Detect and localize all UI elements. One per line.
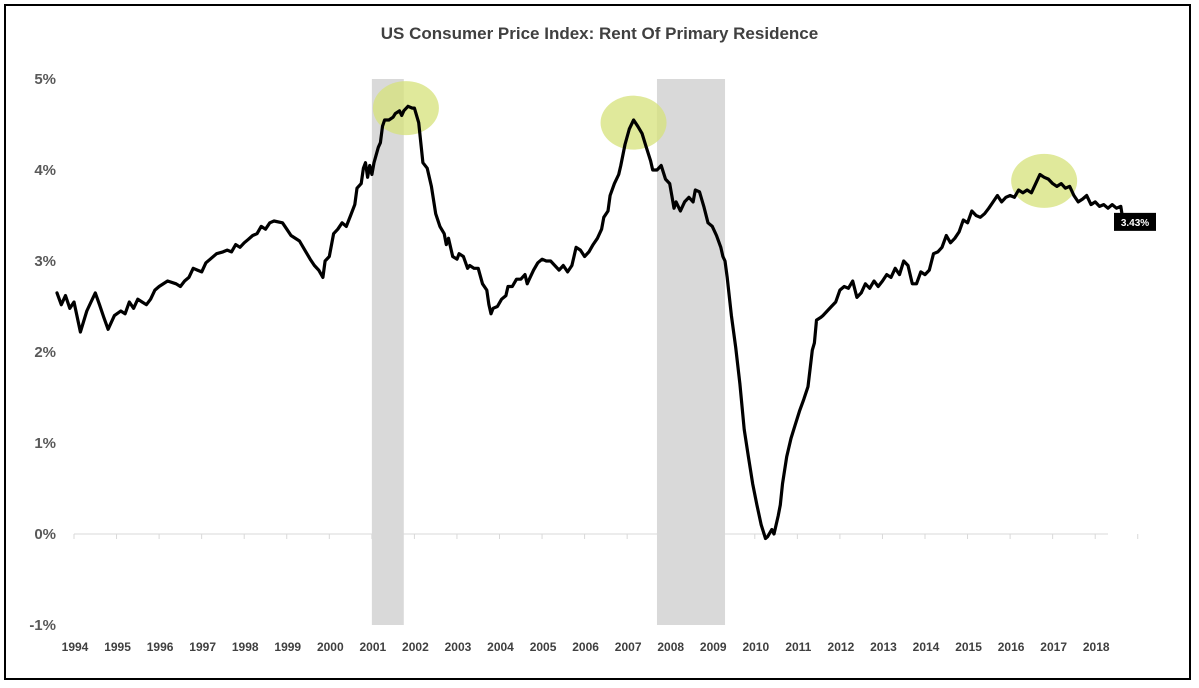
x-tick-label: 2011 [785,640,811,654]
y-tick-label: 5% [34,71,56,88]
x-tick-label: 2002 [402,640,429,654]
x-tick-label: 2013 [870,640,897,654]
x-tick-label: 2001 [359,640,386,654]
x-tick-label: 2014 [913,640,940,654]
last-value-label: 3.43% [1121,218,1149,229]
chart-title: US Consumer Price Index: Rent Of Primary… [380,24,819,43]
shaded-period-1 [371,79,404,625]
y-tick-label: 2% [34,344,56,361]
y-tick-label: 1% [34,435,56,452]
chart-frame: US Consumer Price Index: Rent Of Primary… [4,4,1191,680]
x-tick-label: 1999 [274,640,301,654]
x-tick-label: 2000 [317,640,344,654]
x-tick-label: 2016 [998,640,1025,654]
shaded-period-2 [656,79,726,625]
x-tick-label: 2004 [487,640,514,654]
x-tick-label: 1997 [189,640,216,654]
x-tick-label: 1995 [104,640,131,654]
x-tick-label: 2009 [700,640,727,654]
y-tick-label: 3% [34,253,56,270]
x-tick-label: 2007 [615,640,642,654]
last-value-badge [1114,212,1156,231]
x-tick-label: 2012 [828,640,855,654]
x-tick-label: 2003 [445,640,472,654]
x-tick-label: 2018 [1083,640,1110,654]
y-tick-label: 4% [34,162,56,179]
x-tick-label: 2015 [955,640,982,654]
x-tick-label: 2006 [572,640,599,654]
x-tick-label: 1998 [232,640,259,654]
x-tick-label: 2010 [742,640,769,654]
y-tick-label: 0% [34,526,56,543]
highlight-ellipse-3 [1011,153,1078,208]
x-tick-label: 2017 [1040,640,1067,654]
x-tick-label: 1996 [147,640,174,654]
y-tick-label: -1% [29,617,56,634]
series-line-1 [55,104,1128,541]
x-tick-label: 2005 [530,640,557,654]
x-tick-label: 2008 [657,640,684,654]
x-tick-label: 1994 [62,640,89,654]
